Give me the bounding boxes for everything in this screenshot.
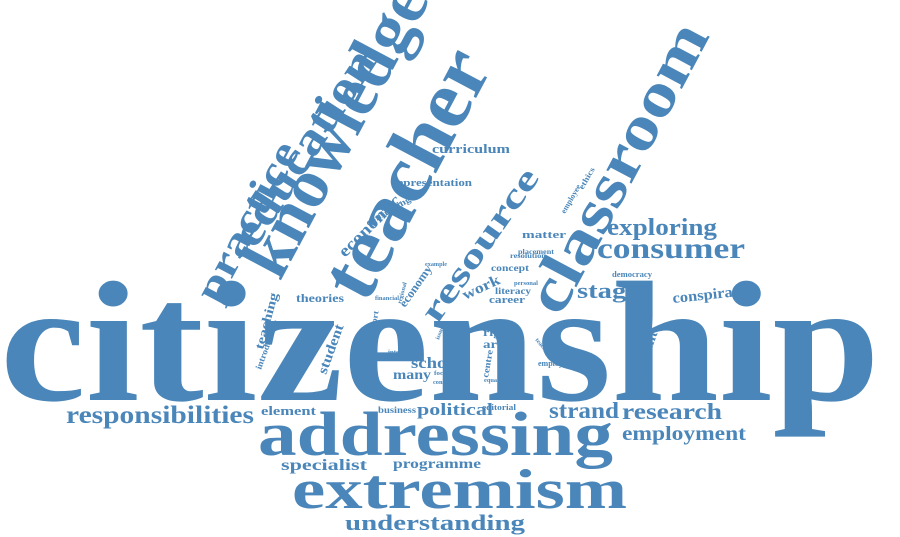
word-matter: matter: [522, 229, 566, 241]
word-representation: representation: [392, 178, 473, 189]
word-school: school: [411, 355, 462, 372]
word-placement: placement: [518, 248, 555, 256]
word-programme: programme: [393, 457, 481, 472]
word-interest: interest: [388, 350, 410, 356]
word-stage: stage: [577, 278, 639, 303]
word-business: business: [378, 405, 417, 415]
word-democracy: democracy: [612, 270, 652, 279]
word-exploring: exploring: [607, 215, 717, 241]
word-regional: regional: [397, 281, 409, 304]
word-understanding: understanding: [345, 510, 525, 535]
word-centre: centre: [480, 349, 495, 378]
word-resolution: resolution: [510, 252, 546, 260]
word-example: example: [425, 262, 447, 268]
word-issue: issue: [435, 325, 446, 341]
word-literacy: literacy: [495, 286, 532, 296]
word-right: right: [483, 325, 513, 339]
word-editorial: editorial: [482, 403, 517, 412]
word-element: element: [261, 403, 317, 418]
word-personal: personal: [514, 281, 538, 287]
word-equality: equality: [484, 378, 506, 384]
word-conflict: conflict: [433, 380, 453, 386]
word-focus: focus: [434, 371, 451, 377]
word-addressing: addressing: [258, 401, 613, 469]
word-financial: financial: [375, 296, 399, 302]
word-strand: strand: [549, 398, 619, 423]
word-employment: employment: [622, 423, 746, 445]
word-research: research: [622, 399, 722, 424]
word-career: career: [489, 294, 525, 306]
word-area: area: [483, 337, 511, 351]
word-responsibilities: responsibilities: [66, 402, 254, 429]
word-employer: employer: [538, 359, 570, 368]
word-conspiracy: conspiracy: [672, 283, 750, 307]
word-curriculum: curriculum: [432, 141, 510, 156]
word-extremism: extremism: [292, 459, 627, 521]
word-political: political: [417, 400, 493, 419]
word-many: many: [393, 368, 431, 383]
word-consumer: consumer: [597, 232, 745, 265]
word-theories: theories: [296, 291, 344, 305]
word-specialist: specialist: [281, 457, 368, 474]
word-citizenship: citizenship: [0, 248, 880, 438]
word-concept: concept: [491, 263, 529, 273]
word-role: role: [443, 323, 453, 337]
